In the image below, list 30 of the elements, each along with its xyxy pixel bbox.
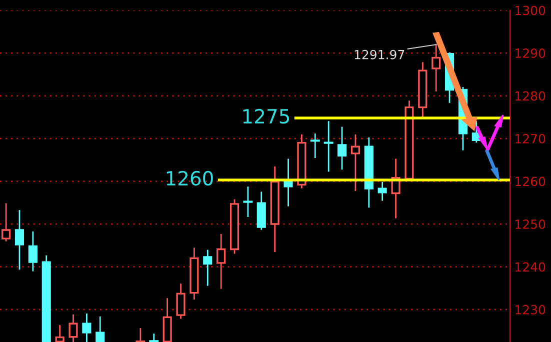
candlestick — [203, 250, 212, 286]
candlestick — [432, 44, 441, 92]
y-tick-label: 1290 — [516, 48, 546, 58]
candlestick — [216, 234, 226, 289]
candlestick — [337, 126, 347, 170]
y-tick-label: 1270 — [516, 134, 546, 144]
candlestick — [350, 134, 360, 191]
ref-line-label: 1275 — [243, 108, 289, 124]
y-tick-label: 1230 — [516, 304, 546, 314]
candlestick — [82, 314, 92, 342]
candlestick — [176, 284, 186, 319]
y-tick-label: 1260 — [516, 176, 546, 186]
y-tick-label: 1280 — [516, 91, 546, 101]
candlestick — [378, 182, 387, 201]
candlestick — [14, 210, 24, 270]
candlestick — [190, 248, 199, 300]
candlestick — [418, 62, 428, 119]
y-tick-label: 1240 — [516, 262, 546, 272]
ref-line-label: 1260 — [166, 170, 213, 186]
candlestick — [324, 121, 334, 172]
candlestick — [364, 137, 374, 208]
candlestick — [28, 231, 38, 272]
candlestick — [256, 192, 266, 230]
candlestick — [243, 186, 253, 218]
annotation: 1291.97 — [354, 50, 404, 60]
y-tick-label: 1250 — [516, 219, 546, 229]
y-tick-label: 1300 — [516, 6, 546, 16]
candlestick — [310, 134, 320, 158]
candlestick — [297, 134, 306, 188]
candlestick — [68, 314, 78, 342]
